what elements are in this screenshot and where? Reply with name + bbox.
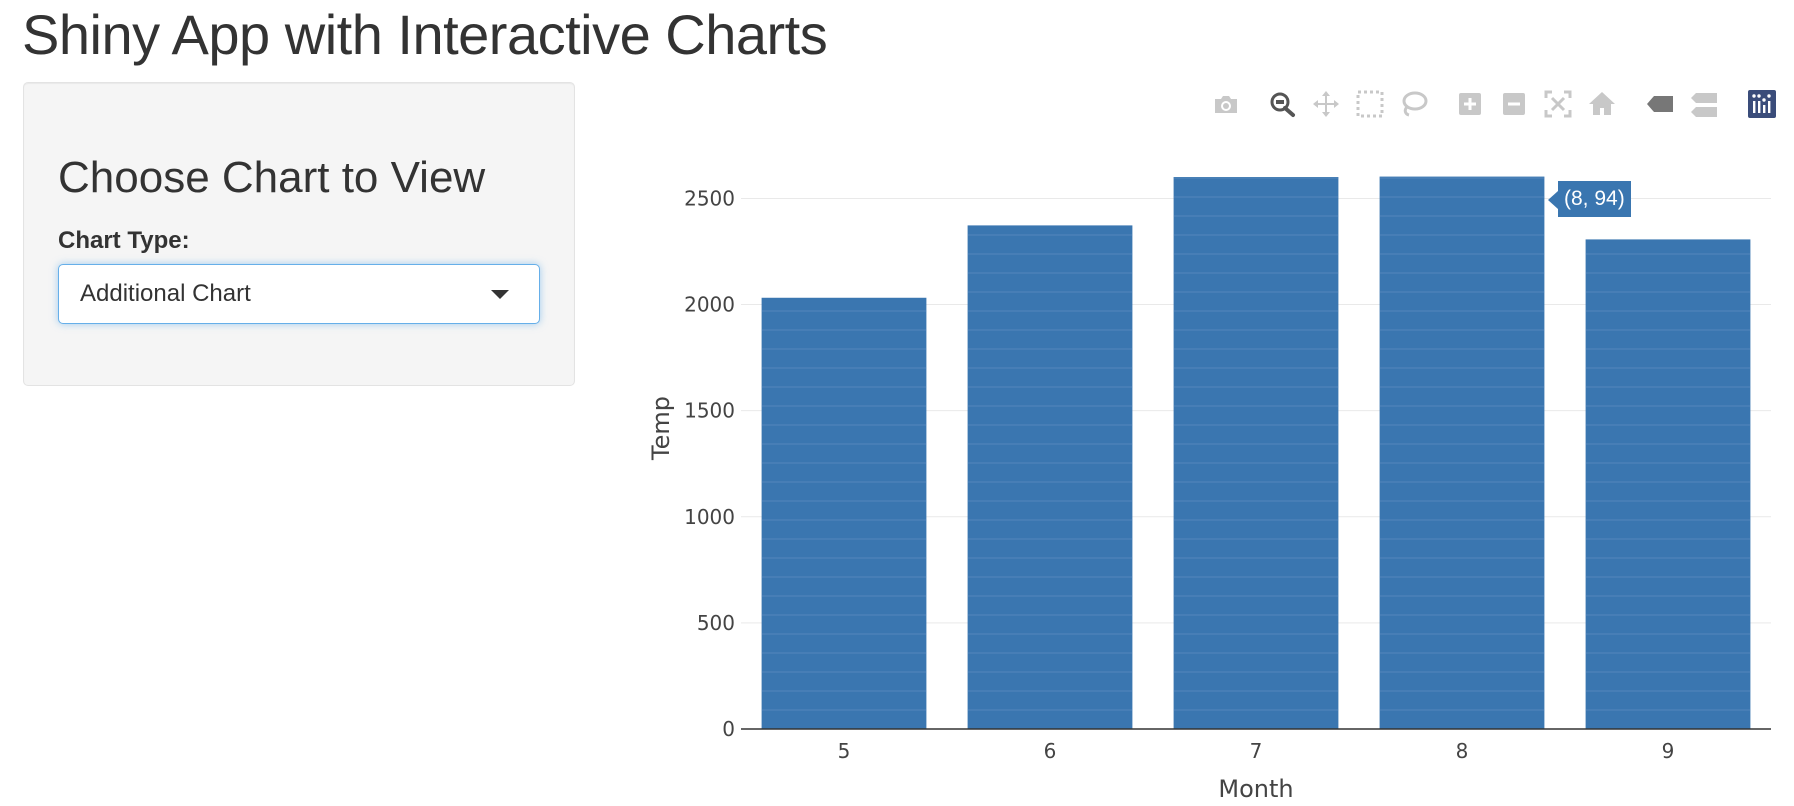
bar-chart-svg: 0 500 1000 1500 2000 2500 5 6 7 8 9 Month Temp: [647, 176, 1771, 803]
page-title: Shiny App with Interactive Charts: [22, 3, 828, 66]
x-axis-title: Month: [1218, 775, 1293, 803]
y-tick-label: 500: [697, 611, 735, 635]
y-tick-label: 2500: [684, 186, 735, 210]
bar-month-7: [1173, 177, 1339, 729]
camera-icon[interactable]: [1210, 86, 1242, 122]
x-tick-label: 7: [1250, 739, 1263, 763]
y-axis-title: Temp: [647, 396, 675, 461]
x-tick-label: 5: [838, 739, 851, 763]
tooltip-arrow: [1548, 191, 1558, 209]
reset-axes-icon[interactable]: [1586, 86, 1618, 122]
y-tick-label: 0: [722, 717, 735, 741]
zoom-icon[interactable]: [1266, 86, 1298, 122]
box-select-icon[interactable]: [1354, 86, 1386, 122]
chart-type-label: Chart Type:: [58, 227, 190, 254]
plot-modebar: [1210, 86, 1790, 122]
bar-month-8: [1379, 176, 1545, 729]
autoscale-icon[interactable]: [1542, 86, 1574, 122]
y-tick-label: 1000: [684, 505, 735, 529]
y-tick-label: 1500: [684, 399, 735, 423]
bar-chart[interactable]: 0 500 1000 1500 2000 2500 5 6 7 8 9 Month Temp: [620, 120, 1794, 806]
chevron-down-icon: [491, 290, 509, 299]
x-tick-label: 6: [1044, 739, 1057, 763]
chart-type-select[interactable]: Additional Chart: [58, 264, 540, 324]
hover-compare-icon[interactable]: [1688, 86, 1720, 122]
tooltip-label: (8, 94): [1558, 181, 1631, 217]
y-tick-label: 2000: [684, 293, 735, 317]
pan-icon[interactable]: [1310, 86, 1342, 122]
plotly-logo-icon[interactable]: [1746, 86, 1778, 122]
chart-type-selected-value: Additional Chart: [80, 280, 251, 307]
panel-heading: Choose Chart to View: [58, 153, 486, 202]
x-tick-label: 8: [1456, 739, 1469, 763]
lasso-select-icon[interactable]: [1398, 86, 1430, 122]
zoom-in-icon[interactable]: [1454, 86, 1486, 122]
bar-month-5: [761, 297, 927, 729]
x-tick-label: 9: [1662, 739, 1675, 763]
zoom-out-icon[interactable]: [1498, 86, 1530, 122]
bar-month-9: [1585, 239, 1751, 730]
bar-month-6: [967, 225, 1133, 729]
hover-closest-icon[interactable]: [1644, 86, 1676, 122]
sidebar-panel: Choose Chart to View Chart Type: Additio…: [23, 82, 575, 386]
